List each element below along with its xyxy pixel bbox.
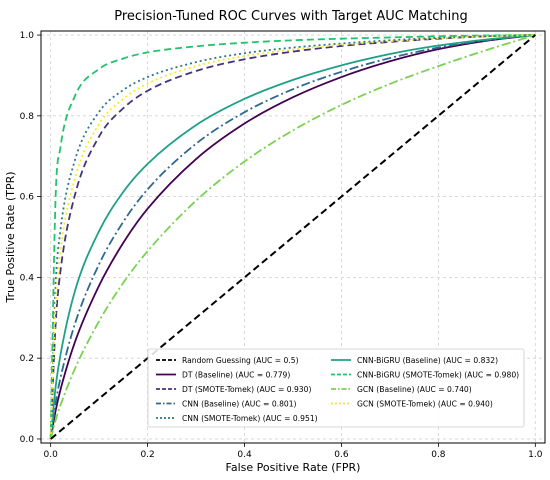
y-tick-label: 0.4 [20, 273, 35, 283]
legend-label: DT (SMOTE-Tomek) (AUC = 0.930) [182, 385, 311, 394]
tick-layer: 0.0 0.2 0.4 0.6 0.8 1.0 0.0 0.2 0.4 0.6 0.8 1.0 [20, 31, 543, 460]
legend-label: GCN (Baseline) (AUC = 0.740) [357, 385, 472, 394]
legend-label: Random Guessing (AUC = 0.5) [182, 356, 299, 365]
x-tick-label: 0.4 [237, 450, 252, 460]
y-tick-label: 0.2 [20, 354, 34, 364]
plot-frame [40, 30, 546, 444]
series-line-3 [49, 34, 536, 440]
x-tick-label: 0.8 [431, 450, 446, 460]
y-tick-label: 0.0 [20, 435, 35, 445]
y-axis-label: True Positive Rate (TPR) [4, 171, 17, 303]
x-tick-label: 0.0 [44, 450, 59, 460]
x-axis-label: False Positive Rate (FPR) [226, 461, 361, 474]
legend-label: GCN (SMOTE-Tomek) (AUC = 0.940) [357, 400, 493, 409]
y-tick-label: 1.0 [20, 31, 35, 41]
series-line-random-guessing [50, 34, 536, 440]
series-layer [49, 34, 536, 440]
legend-label: CNN-BiGRU (SMOTE-Tomek) (AUC = 0.980) [357, 371, 519, 380]
legend: Random Guessing (AUC = 0.5) DT (Baseline)… [147, 348, 525, 428]
y-tick-label: 0.6 [20, 193, 35, 203]
series-line-2 [49, 34, 536, 439]
legend-label: CNN-BiGRU (Baseline) (AUC = 0.832) [357, 356, 498, 365]
y-tick-label: 0.8 [20, 112, 35, 122]
x-tick-label: 0.2 [140, 450, 154, 460]
legend-label: CNN (Baseline) (AUC = 0.801) [182, 400, 297, 409]
legend-box [147, 348, 525, 428]
legend-label: CNN (SMOTE-Tomek) (AUC = 0.951) [182, 414, 318, 423]
series-line-7 [49, 34, 536, 440]
x-tick-label: 1.0 [528, 450, 543, 460]
chart-title: Precision-Tuned ROC Curves with Target A… [114, 9, 468, 24]
legend-label: DT (Baseline) (AUC = 0.779) [182, 371, 290, 380]
series-line-1 [49, 34, 536, 440]
x-tick-label: 0.6 [334, 450, 349, 460]
series-line-5 [49, 34, 536, 440]
